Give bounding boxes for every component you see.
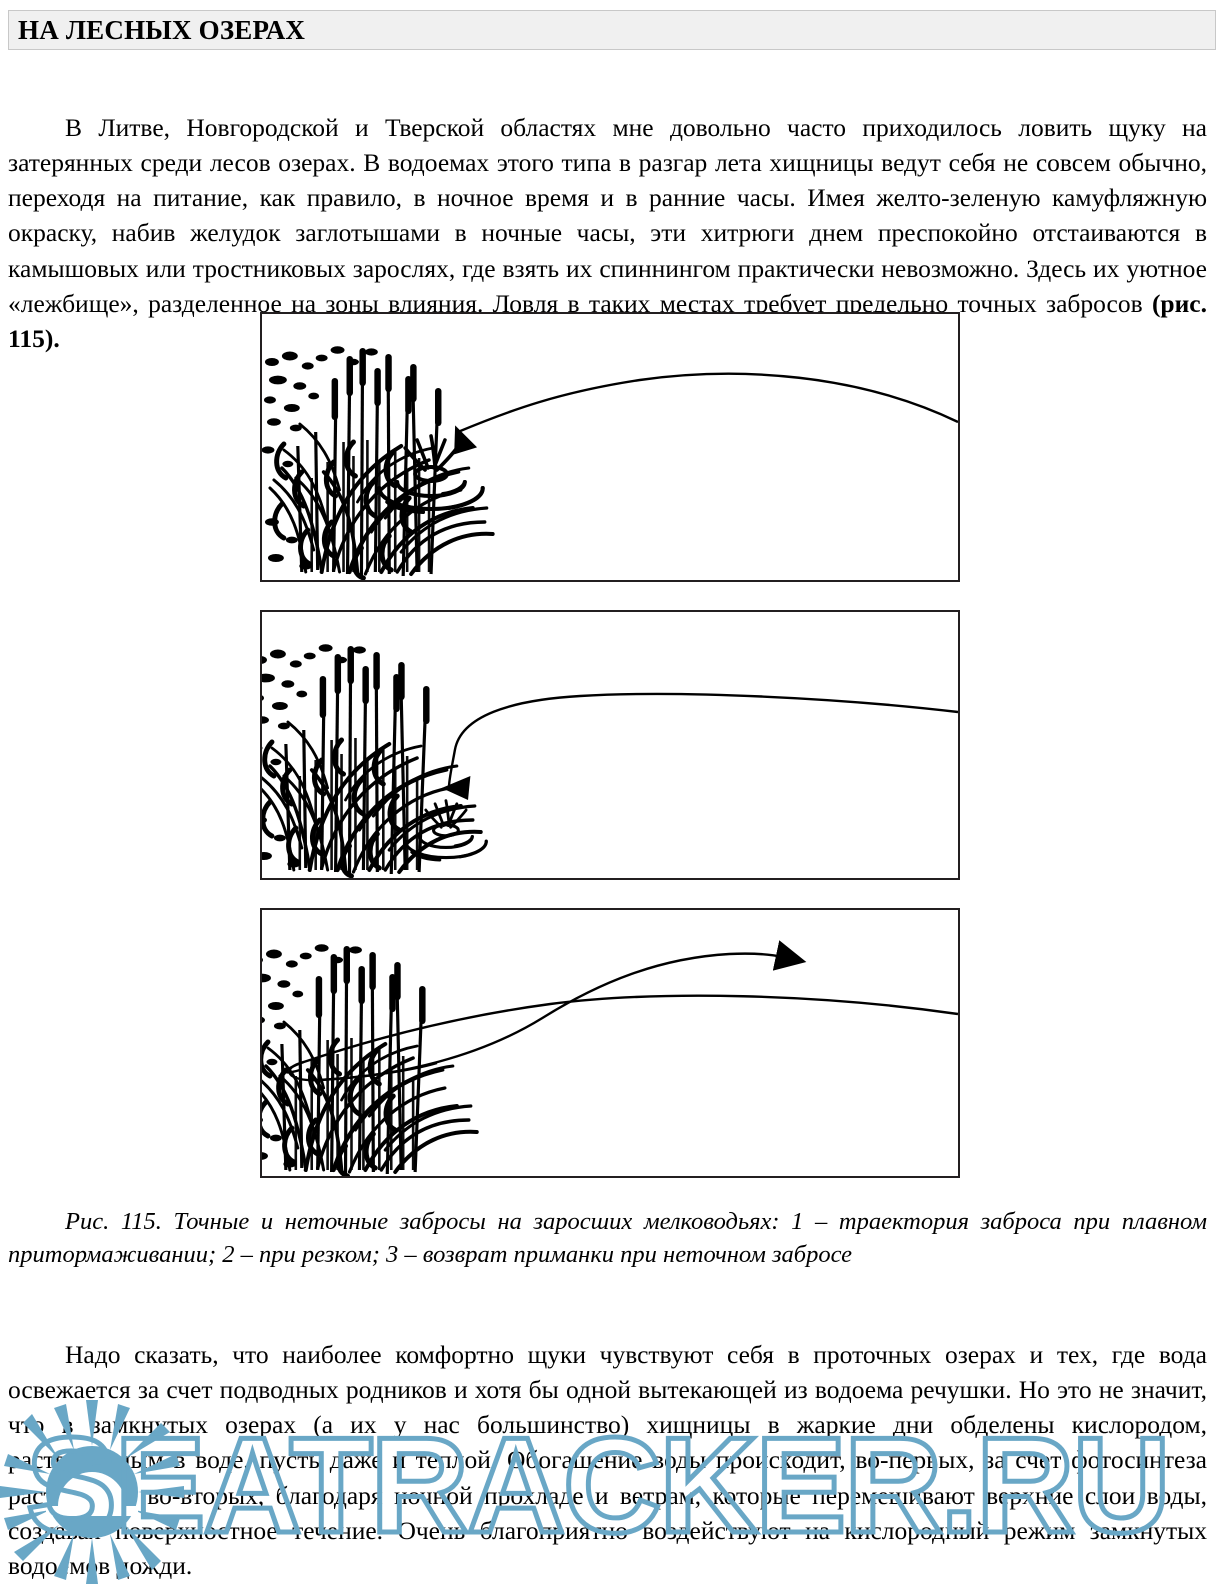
figure-115 [260, 312, 960, 1206]
paragraph-intro: В Литве, Новгородской и Тверской областя… [8, 110, 1207, 357]
page-title: НА ЛЕСНЫХ ОЗЕРАХ [18, 14, 306, 45]
retrieve-trajectory-3 [319, 940, 807, 1082]
reeds-cluster-2 [262, 644, 481, 876]
panel-2-illustration [262, 612, 958, 878]
cast-trajectory-1 [454, 372, 958, 455]
figure-panel-3 [260, 908, 960, 1178]
cast-trajectory-2 [441, 692, 958, 801]
figure-reference: (рис. 115). [8, 288, 1207, 354]
figure-caption: Рис. 115. Точные и неточные забросы на з… [8, 1208, 1207, 1268]
figure-panel-1 [260, 312, 960, 582]
paragraph-intro-text: В Литве, Новгородской и Тверской областя… [8, 112, 1207, 318]
panel-1-illustration [262, 314, 958, 580]
figure-panel-2 [260, 610, 960, 880]
document-body: В Литве, Новгородской и Тверской областя… [8, 0, 1216, 1584]
panel-3-illustration [262, 940, 958, 1176]
reeds-cluster-1 [262, 346, 493, 578]
paragraph-tail: Надо сказать, что наиболее комфортно щук… [8, 1339, 1207, 1581]
page-header-band: НА ЛЕСНЫХ ОЗЕРАХ [8, 10, 1216, 50]
cast-overshoot-3 [284, 994, 958, 1074]
